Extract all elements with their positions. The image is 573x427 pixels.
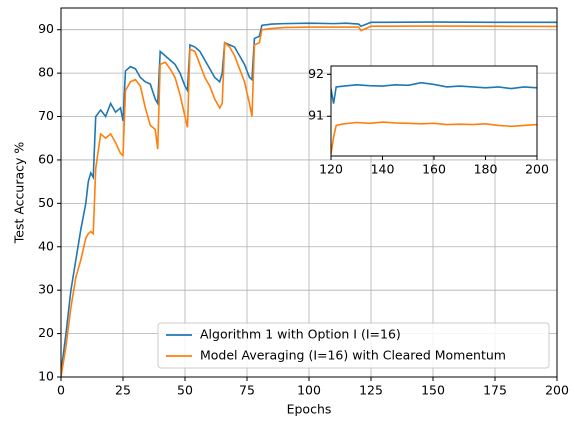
x-axis-label: Epochs (287, 402, 332, 417)
x-tick-label: 200 (545, 383, 569, 398)
inset-background (331, 66, 537, 156)
y-tick-label: 92 (308, 66, 324, 81)
y-tick-label: 80 (38, 65, 54, 80)
y-tick-label: 40 (38, 238, 54, 253)
y-tick-label: 91 (308, 108, 324, 123)
axes-frame (330, 65, 538, 157)
x-tick-label: 50 (177, 383, 193, 398)
series-line (61, 21, 557, 373)
series-line (331, 121, 537, 155)
legend-label: Model Averaging (I=16) with Cleared Mome… (200, 348, 506, 363)
axes-frame (60, 7, 558, 378)
x-tick-label: 150 (421, 383, 445, 398)
y-tick-label: 60 (38, 151, 54, 166)
series-line (331, 81, 537, 104)
x-tick-label: 75 (239, 383, 255, 398)
x-tick-label: 120 (319, 162, 343, 177)
x-tick-label: 200 (525, 162, 549, 177)
x-tick-label: 160 (422, 162, 446, 177)
x-tick-label: 180 (474, 162, 498, 177)
y-tick-label: 20 (38, 325, 54, 340)
x-tick-label: 25 (115, 383, 131, 398)
y-tick-label: 10 (38, 369, 54, 384)
series-line (61, 25, 557, 377)
legend (157, 322, 550, 369)
x-tick-label: 175 (483, 383, 507, 398)
y-tick-label: 50 (38, 195, 54, 210)
x-tick-label: 140 (371, 162, 395, 177)
legend-label: Algorithm 1 with Option I (I=16) (200, 327, 401, 342)
x-tick-label: 100 (297, 383, 321, 398)
y-axis-label: Test Accuracy % (12, 142, 27, 245)
y-tick-label: 90 (38, 21, 54, 36)
x-tick-label: 125 (359, 383, 383, 398)
x-tick-label: 0 (57, 383, 65, 398)
y-tick-label: 70 (38, 108, 54, 123)
y-tick-label: 30 (38, 282, 54, 297)
